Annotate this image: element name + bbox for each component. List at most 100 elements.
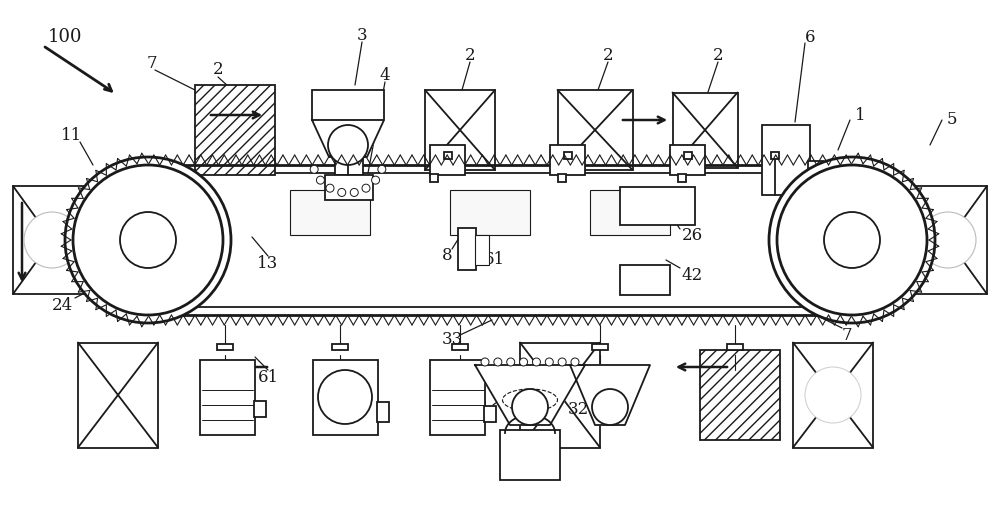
Bar: [13, 186, 91, 294]
Bar: [430, 360, 485, 435]
Bar: [444, 152, 452, 159]
Text: 7: 7: [842, 327, 852, 343]
Bar: [592, 344, 608, 350]
Text: 61: 61: [257, 369, 279, 385]
Bar: [338, 153, 358, 159]
Bar: [678, 174, 686, 182]
Circle shape: [326, 184, 334, 192]
Text: 31: 31: [469, 401, 491, 419]
Text: 5: 5: [947, 112, 957, 128]
Circle shape: [507, 358, 515, 366]
Polygon shape: [312, 120, 384, 157]
Circle shape: [73, 165, 223, 315]
Polygon shape: [570, 365, 650, 425]
Bar: [684, 152, 692, 159]
Bar: [700, 350, 780, 440]
Circle shape: [481, 358, 489, 366]
Bar: [590, 190, 670, 235]
Circle shape: [592, 389, 628, 425]
Text: 26: 26: [681, 227, 703, 243]
Bar: [620, 187, 695, 225]
Bar: [909, 186, 987, 294]
Circle shape: [805, 367, 861, 423]
Circle shape: [520, 358, 528, 366]
Bar: [254, 401, 266, 417]
Bar: [475, 235, 489, 265]
Bar: [430, 174, 438, 182]
Bar: [452, 344, 468, 350]
Text: 6: 6: [805, 28, 815, 45]
Bar: [550, 145, 585, 175]
Bar: [78, 342, 158, 447]
Bar: [377, 402, 389, 422]
Text: 2: 2: [213, 62, 223, 78]
Circle shape: [777, 165, 927, 315]
Circle shape: [571, 358, 579, 366]
Circle shape: [24, 212, 80, 268]
Text: 100: 100: [48, 28, 82, 46]
Text: 7: 7: [147, 55, 157, 72]
Circle shape: [824, 212, 880, 268]
Circle shape: [920, 212, 976, 268]
Circle shape: [372, 176, 380, 184]
Bar: [500, 430, 560, 480]
Bar: [335, 157, 363, 175]
Bar: [558, 174, 566, 182]
Circle shape: [378, 165, 386, 173]
Bar: [727, 344, 743, 350]
Text: 2: 2: [465, 46, 475, 64]
Circle shape: [318, 370, 372, 424]
Text: 12: 12: [866, 286, 888, 304]
Bar: [325, 175, 373, 200]
Bar: [450, 190, 530, 235]
Text: 61: 61: [483, 251, 505, 269]
Bar: [313, 360, 378, 435]
Circle shape: [328, 125, 368, 165]
Text: 2: 2: [603, 46, 613, 64]
Circle shape: [494, 358, 502, 366]
Bar: [290, 190, 370, 235]
Bar: [762, 125, 810, 195]
Circle shape: [120, 212, 176, 268]
Text: 11: 11: [61, 126, 83, 143]
Circle shape: [545, 358, 553, 366]
Bar: [312, 90, 384, 120]
Text: 2: 2: [713, 46, 723, 64]
Bar: [200, 360, 255, 435]
Circle shape: [65, 157, 231, 323]
Circle shape: [316, 176, 324, 184]
Circle shape: [310, 165, 318, 173]
Bar: [793, 342, 873, 447]
Bar: [458, 228, 476, 270]
Bar: [672, 92, 738, 168]
Text: 3: 3: [357, 26, 367, 43]
Text: 8: 8: [442, 246, 452, 264]
Circle shape: [532, 358, 540, 366]
Bar: [808, 161, 823, 177]
Text: 33: 33: [441, 331, 463, 348]
Polygon shape: [475, 365, 585, 425]
Bar: [484, 406, 496, 422]
Bar: [558, 90, 633, 170]
Text: 24: 24: [51, 296, 73, 314]
Text: 1: 1: [855, 107, 865, 124]
Circle shape: [558, 358, 566, 366]
Text: 42: 42: [681, 267, 703, 283]
Bar: [195, 85, 275, 175]
Bar: [425, 90, 495, 170]
Ellipse shape: [503, 389, 558, 411]
Bar: [217, 344, 233, 350]
Text: 13: 13: [257, 255, 279, 272]
Bar: [670, 145, 705, 175]
Bar: [564, 152, 572, 159]
Bar: [520, 342, 600, 447]
Circle shape: [512, 389, 548, 425]
Circle shape: [769, 157, 935, 323]
Bar: [430, 145, 465, 175]
Bar: [332, 344, 348, 350]
Text: 4: 4: [380, 67, 390, 83]
Circle shape: [338, 188, 346, 196]
Bar: [620, 265, 670, 295]
Text: 32: 32: [567, 401, 589, 419]
Bar: [771, 152, 779, 159]
